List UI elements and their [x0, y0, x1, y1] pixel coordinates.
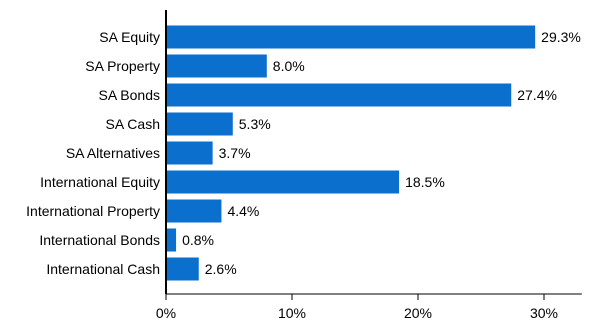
value-label: 5.3% — [239, 116, 271, 132]
x-tick-label: 0% — [156, 305, 176, 321]
category-label: International Bonds — [39, 232, 160, 248]
category-label: SA Bonds — [99, 87, 161, 103]
value-label: 0.8% — [182, 232, 214, 248]
value-label: 29.3% — [541, 29, 581, 45]
bar — [166, 83, 512, 107]
value-labels-group: 29.3% 8.0% 27.4% 5.3% 3.7% 18.5% 4.4% 0.8% 2.6% — [182, 29, 581, 277]
x-tick-label: 10% — [278, 305, 306, 321]
category-label: SA Property — [85, 58, 160, 74]
category-label: SA Alternatives — [66, 145, 160, 161]
bar — [166, 112, 233, 136]
category-label: SA Equity — [99, 29, 160, 45]
category-label: International Equity — [40, 174, 160, 190]
category-labels-group: SA Equity SA Property SA Bonds SA Cash SA Al… — [26, 29, 160, 277]
bars-group — [166, 25, 536, 281]
bar — [166, 25, 536, 49]
bar — [166, 141, 213, 165]
value-label: 27.4% — [517, 87, 557, 103]
bar — [166, 257, 199, 281]
x-tick-label: 20% — [404, 305, 432, 321]
value-label: 8.0% — [273, 58, 305, 74]
category-label: International Property — [26, 203, 160, 219]
x-tick-label: 30% — [530, 305, 558, 321]
category-label: International Cash — [46, 261, 160, 277]
x-ticks-group: 0% 10% 20% 30% — [156, 294, 558, 321]
bar — [166, 54, 267, 78]
value-label: 4.4% — [227, 203, 259, 219]
category-label: SA Cash — [106, 116, 160, 132]
value-label: 2.6% — [205, 261, 237, 277]
bar — [166, 228, 177, 252]
value-label: 18.5% — [405, 174, 445, 190]
bar — [166, 170, 400, 194]
bar — [166, 199, 222, 223]
value-label: 3.7% — [219, 145, 251, 161]
